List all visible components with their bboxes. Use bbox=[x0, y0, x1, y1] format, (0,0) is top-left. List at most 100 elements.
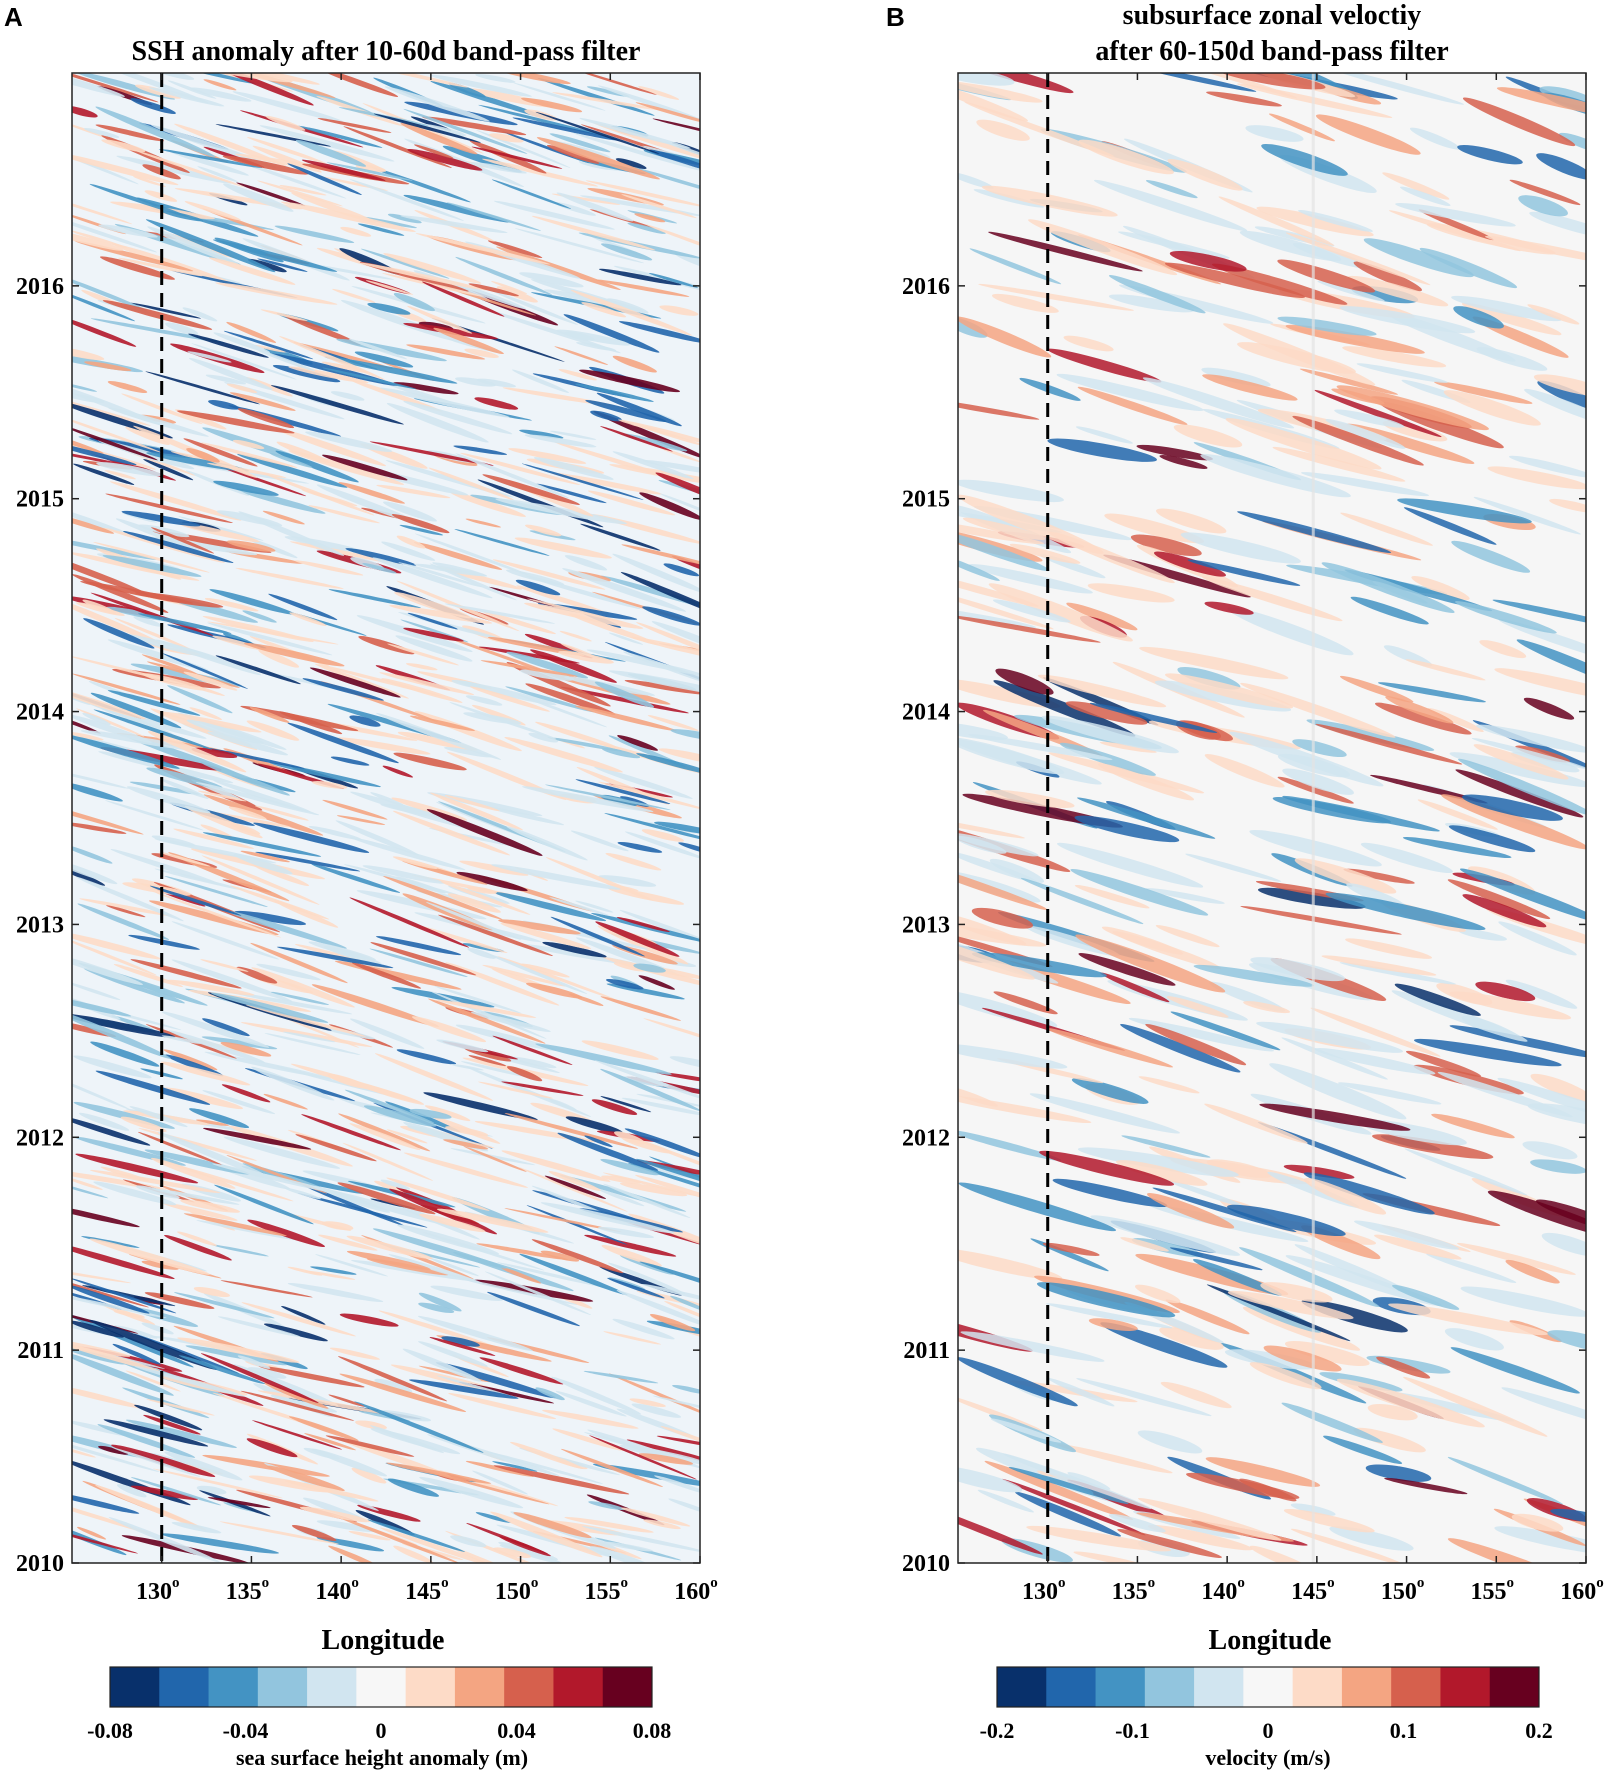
heatmap-streak bbox=[519, 272, 584, 288]
heatmap-streak bbox=[1290, 1528, 1405, 1563]
heatmap-streak bbox=[419, 123, 467, 136]
heatmap-streak bbox=[263, 473, 375, 516]
heatmap-streak bbox=[978, 283, 1134, 311]
heatmap-streak bbox=[526, 1205, 628, 1245]
heatmap-streak bbox=[1075, 934, 1226, 993]
heatmap-streak bbox=[463, 712, 522, 725]
heatmap-streak bbox=[338, 482, 405, 504]
x-tick-label: 155o bbox=[1471, 1575, 1515, 1605]
heatmap-streak bbox=[1419, 247, 1518, 289]
heatmap-streak bbox=[201, 442, 298, 468]
heatmap-streak bbox=[580, 523, 661, 551]
heatmap-streak bbox=[302, 678, 385, 701]
heatmap-streak bbox=[201, 1036, 278, 1050]
heatmap-streak bbox=[506, 826, 588, 861]
heatmap-streak bbox=[668, 1498, 700, 1515]
heatmap-streak bbox=[1411, 575, 1470, 601]
heatmap-streak bbox=[472, 1470, 528, 1495]
heatmap-streak bbox=[1487, 466, 1586, 490]
heatmap-streak bbox=[1077, 1147, 1239, 1177]
heatmap-streak bbox=[525, 683, 616, 715]
panel-a-axes-frame bbox=[71, 72, 701, 1564]
heatmap-streak bbox=[141, 1322, 174, 1335]
heatmap-streak bbox=[508, 448, 587, 464]
heatmap-streak bbox=[443, 1139, 489, 1150]
heatmap-streak bbox=[372, 1228, 507, 1269]
heatmap-streak bbox=[958, 604, 1037, 628]
heatmap-streak bbox=[1272, 797, 1391, 824]
heatmap-streak bbox=[147, 226, 240, 266]
heatmap-streak bbox=[962, 517, 1046, 541]
heatmap-streak bbox=[240, 705, 359, 731]
heatmap-streak bbox=[1370, 774, 1488, 804]
heatmap-streak bbox=[958, 737, 1065, 775]
heatmap-streak bbox=[1047, 1377, 1115, 1407]
heatmap-streak bbox=[403, 194, 511, 223]
heatmap-streak bbox=[1353, 261, 1423, 292]
heatmap-streak bbox=[1462, 894, 1547, 928]
heatmap-streak bbox=[486, 1451, 604, 1484]
heatmap-streak bbox=[430, 792, 523, 831]
heatmap-streak bbox=[223, 1136, 341, 1169]
heatmap-streak bbox=[981, 185, 1118, 217]
heatmap-streak bbox=[418, 1302, 455, 1313]
heatmap-streak bbox=[624, 680, 700, 695]
heatmap-streak bbox=[73, 1055, 152, 1079]
colorbar-swatch bbox=[1144, 1667, 1195, 1707]
heatmap-streak bbox=[465, 695, 503, 706]
heatmap-streak bbox=[160, 778, 209, 799]
heatmap-streak bbox=[1204, 601, 1254, 615]
heatmap-streak bbox=[221, 1084, 271, 1103]
heatmap-streak bbox=[337, 1182, 436, 1215]
heatmap-streak bbox=[167, 149, 249, 176]
heatmap-streak bbox=[1301, 472, 1429, 497]
heatmap-streak bbox=[405, 663, 438, 671]
heatmap-streak bbox=[316, 1520, 377, 1532]
heatmap-streak bbox=[1042, 1242, 1100, 1256]
heatmap-streak bbox=[254, 805, 309, 821]
heatmap-streak bbox=[514, 537, 612, 559]
heatmap-streak bbox=[1070, 869, 1209, 916]
heatmap-streak bbox=[565, 1116, 623, 1134]
heatmap-streak bbox=[186, 719, 264, 744]
heatmap-streak bbox=[1169, 1247, 1263, 1271]
heatmap-streak bbox=[72, 1177, 103, 1190]
heatmap-streak bbox=[1475, 981, 1536, 1002]
heatmap-streak bbox=[659, 493, 700, 521]
heatmap-streak bbox=[636, 622, 700, 669]
heatmap-streak bbox=[174, 1292, 275, 1319]
heatmap-streak bbox=[167, 685, 233, 714]
heatmap-streak bbox=[465, 1460, 534, 1477]
heatmap-streak bbox=[579, 117, 691, 149]
heatmap-streak bbox=[196, 1119, 229, 1126]
heatmap-streak bbox=[1002, 1478, 1146, 1536]
heatmap-streak bbox=[652, 118, 700, 139]
heatmap-streak bbox=[293, 342, 394, 370]
heatmap-streak bbox=[125, 1370, 181, 1392]
heatmap-streak bbox=[1142, 377, 1295, 429]
heatmap-streak bbox=[1365, 1464, 1432, 1482]
heatmap-streak bbox=[148, 536, 258, 556]
heatmap-streak bbox=[1145, 180, 1198, 199]
heatmap-streak bbox=[330, 756, 370, 766]
heatmap-streak bbox=[1285, 232, 1431, 286]
colorbar-swatch bbox=[1243, 1667, 1294, 1707]
heatmap-streak bbox=[158, 711, 262, 733]
heatmap-streak bbox=[463, 1146, 527, 1172]
heatmap-streak bbox=[340, 299, 459, 342]
heatmap-streak bbox=[295, 1134, 377, 1162]
heatmap-streak bbox=[138, 524, 190, 538]
heatmap-streak bbox=[444, 795, 500, 812]
heatmap-streak bbox=[499, 1544, 564, 1563]
heatmap-streak bbox=[1099, 741, 1157, 753]
colorbar-swatch bbox=[602, 1667, 653, 1707]
heatmap-streak bbox=[242, 610, 277, 623]
heatmap-streak bbox=[1240, 682, 1396, 738]
heatmap-streak bbox=[1089, 702, 1218, 733]
heatmap-streak bbox=[133, 176, 166, 187]
heatmap-streak bbox=[612, 355, 657, 373]
heatmap-streak bbox=[72, 192, 133, 225]
heatmap-streak bbox=[72, 714, 152, 743]
heatmap-streak bbox=[226, 540, 276, 552]
heatmap-streak bbox=[1067, 1472, 1111, 1490]
